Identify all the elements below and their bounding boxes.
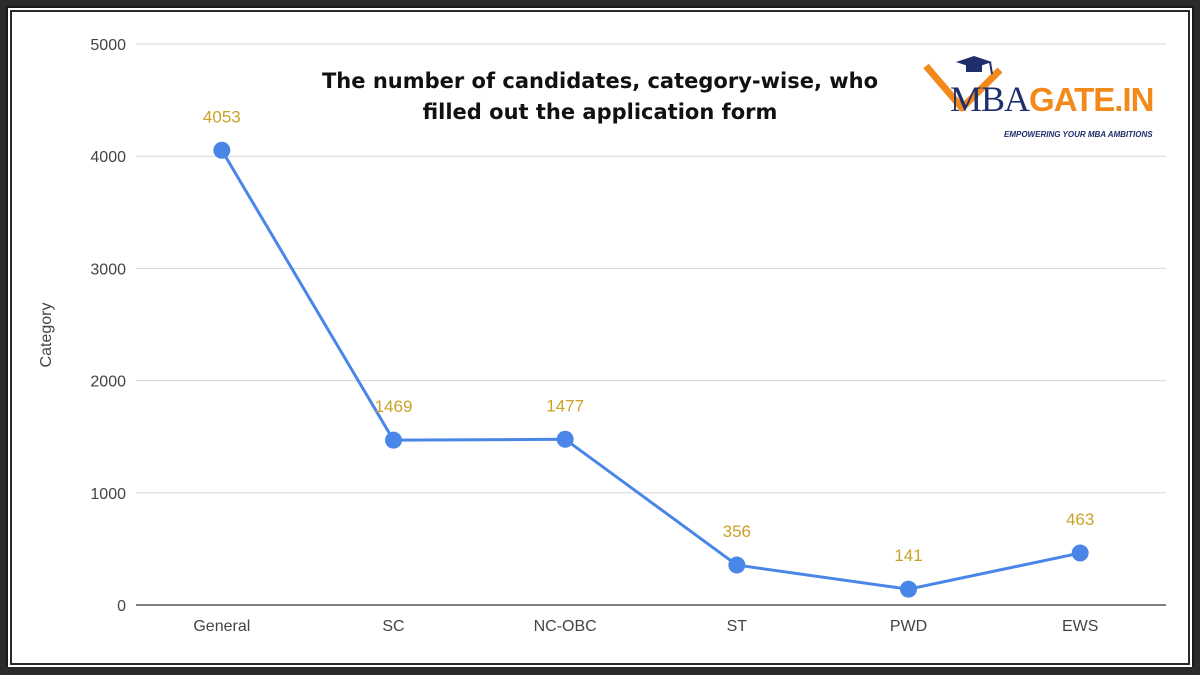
data-label: 1477 — [546, 396, 584, 415]
data-points — [213, 141, 1089, 598]
chart-title-line-2: filled out the application form — [422, 100, 778, 124]
data-label: 141 — [894, 546, 922, 565]
chart-title: The number of candidates, category-wise,… — [300, 66, 900, 128]
y-tick-label: 3000 — [90, 261, 126, 278]
data-point — [728, 556, 746, 574]
data-labels: 4053 1469 1477 356 141 463 — [203, 107, 1094, 565]
data-label: 463 — [1066, 510, 1094, 529]
chart-frame — [6, 6, 1194, 669]
y-tick-label: 1000 — [90, 486, 126, 503]
y-axis-title: Category — [38, 303, 55, 368]
x-tick-labels: General SC NC-OBC ST PWD EWS — [193, 618, 1098, 635]
x-tick-label: SC — [382, 618, 404, 635]
logo-mba-text: MBA — [950, 79, 1030, 119]
series-line — [220, 149, 1081, 591]
data-point — [385, 431, 402, 449]
chart-title-line-1: The number of candidates, category-wise,… — [321, 69, 879, 93]
bottom-border — [0, 667, 1200, 675]
x-tick-label: EWS — [1062, 618, 1098, 635]
logo-tagline: EMPOWERING YOUR MBA AMBITIONS — [1004, 130, 1153, 139]
x-tick-label: ST — [727, 618, 748, 635]
x-tick-label: NC-OBC — [534, 618, 597, 635]
y-tick-labels: 0 1000 2000 3000 4000 5000 — [90, 37, 126, 615]
x-tick-label: PWD — [890, 618, 927, 635]
data-label: 4053 — [203, 107, 241, 126]
y-tick-label: 2000 — [90, 374, 126, 391]
data-point — [556, 430, 574, 448]
logo-swoosh-icon — [923, 56, 1003, 112]
logo-gate-text: GATE.IN — [1029, 81, 1154, 118]
data-label: 356 — [723, 522, 751, 541]
x-tick-label: General — [193, 618, 250, 635]
data-point — [900, 580, 917, 598]
data-point — [1071, 544, 1089, 562]
series-line-group — [220, 149, 1081, 591]
y-tick-label: 5000 — [90, 37, 126, 54]
y-tick-label: 4000 — [90, 149, 126, 166]
logo-wordmark: MBAGATE.IN — [950, 78, 1154, 120]
grid-lines — [136, 43, 1166, 606]
brand-logo: MBAGATE.IN EMPOWERING YOUR MBA AMBITIONS — [922, 56, 1172, 146]
data-label: 1469 — [375, 397, 413, 416]
y-tick-label: 0 — [117, 598, 126, 615]
data-point — [213, 141, 231, 159]
